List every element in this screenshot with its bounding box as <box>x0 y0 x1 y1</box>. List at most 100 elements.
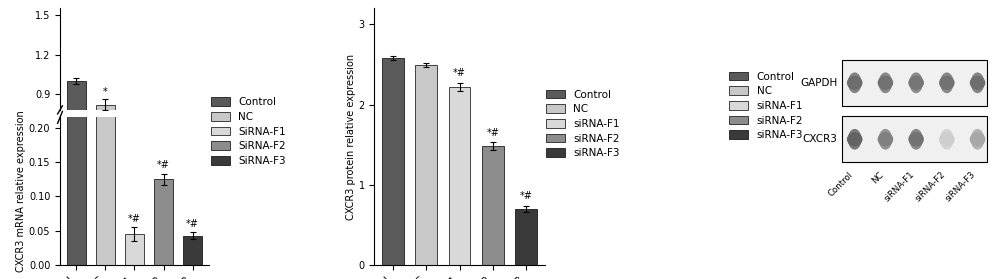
Ellipse shape <box>970 132 985 146</box>
Ellipse shape <box>909 76 923 90</box>
Ellipse shape <box>940 76 954 90</box>
Ellipse shape <box>848 76 861 90</box>
Ellipse shape <box>970 132 985 146</box>
Ellipse shape <box>847 76 862 90</box>
Ellipse shape <box>908 76 924 90</box>
Ellipse shape <box>909 76 923 90</box>
Ellipse shape <box>878 76 893 90</box>
Ellipse shape <box>847 76 863 90</box>
Ellipse shape <box>878 76 893 90</box>
Bar <box>96 105 115 213</box>
Text: Control: Control <box>826 170 855 198</box>
Ellipse shape <box>878 132 893 146</box>
Ellipse shape <box>971 132 985 146</box>
Ellipse shape <box>847 76 862 90</box>
Ellipse shape <box>939 76 955 90</box>
Ellipse shape <box>940 73 954 93</box>
Y-axis label: CXCR3 protein relative expression: CXCR3 protein relative expression <box>346 54 356 220</box>
Legend: Control, NC, siRNA-F1, siRNA-F2, siRNA-F3: Control, NC, siRNA-F1, siRNA-F2, siRNA-F… <box>729 71 803 140</box>
Ellipse shape <box>909 76 923 90</box>
Ellipse shape <box>847 76 862 90</box>
Text: CXCR3: CXCR3 <box>803 134 838 144</box>
Ellipse shape <box>878 132 892 146</box>
Ellipse shape <box>847 76 862 90</box>
Ellipse shape <box>971 129 984 150</box>
Ellipse shape <box>908 76 924 90</box>
Ellipse shape <box>879 76 892 90</box>
Ellipse shape <box>940 76 954 90</box>
Ellipse shape <box>847 132 862 146</box>
Bar <box>515 209 537 265</box>
Ellipse shape <box>909 132 923 146</box>
Ellipse shape <box>847 76 863 90</box>
Ellipse shape <box>939 132 954 146</box>
Ellipse shape <box>878 76 892 90</box>
Ellipse shape <box>971 132 985 146</box>
Ellipse shape <box>847 132 862 146</box>
Ellipse shape <box>970 76 985 90</box>
Ellipse shape <box>878 132 893 146</box>
Ellipse shape <box>970 76 985 90</box>
Ellipse shape <box>940 132 954 146</box>
Ellipse shape <box>908 76 924 90</box>
Ellipse shape <box>847 132 863 146</box>
Ellipse shape <box>940 76 954 90</box>
Ellipse shape <box>939 76 954 90</box>
Legend: Control, NC, SiRNA-F1, SiRNA-F2, SiRNA-F3: Control, NC, SiRNA-F1, SiRNA-F2, SiRNA-F… <box>211 97 286 166</box>
Ellipse shape <box>908 132 924 146</box>
Ellipse shape <box>909 132 924 146</box>
Text: siRNA-F1: siRNA-F1 <box>882 170 916 204</box>
Ellipse shape <box>940 132 954 146</box>
Text: *#: *# <box>520 191 532 201</box>
Ellipse shape <box>940 132 954 146</box>
Ellipse shape <box>971 76 985 90</box>
Bar <box>482 146 504 265</box>
Ellipse shape <box>939 132 955 146</box>
Ellipse shape <box>908 132 924 146</box>
Ellipse shape <box>971 76 985 90</box>
Ellipse shape <box>909 132 924 146</box>
Ellipse shape <box>971 76 984 90</box>
Ellipse shape <box>940 132 954 146</box>
Ellipse shape <box>970 132 985 146</box>
Bar <box>415 64 437 265</box>
Ellipse shape <box>909 132 923 146</box>
Ellipse shape <box>847 132 862 146</box>
Ellipse shape <box>878 132 893 146</box>
Ellipse shape <box>909 76 923 90</box>
Bar <box>67 0 86 265</box>
Ellipse shape <box>848 76 862 90</box>
Ellipse shape <box>939 132 954 146</box>
Text: GAPDH: GAPDH <box>800 78 838 88</box>
Ellipse shape <box>848 73 861 93</box>
Ellipse shape <box>878 132 893 146</box>
Bar <box>183 235 202 265</box>
Ellipse shape <box>939 76 954 90</box>
Ellipse shape <box>848 132 862 146</box>
Ellipse shape <box>909 132 923 146</box>
Ellipse shape <box>847 132 862 146</box>
Ellipse shape <box>879 76 892 90</box>
Bar <box>382 58 404 265</box>
Ellipse shape <box>848 76 861 90</box>
Ellipse shape <box>878 76 893 90</box>
Ellipse shape <box>940 132 954 146</box>
Ellipse shape <box>909 76 923 90</box>
Ellipse shape <box>970 76 985 90</box>
Legend: Control, NC, siRNA-F1, siRNA-F2, siRNA-F3: Control, NC, siRNA-F1, siRNA-F2, siRNA-F… <box>546 90 620 158</box>
Ellipse shape <box>970 76 985 90</box>
Text: NC: NC <box>870 170 885 185</box>
Bar <box>67 81 86 213</box>
Ellipse shape <box>940 76 954 90</box>
Ellipse shape <box>879 73 892 93</box>
Ellipse shape <box>939 132 954 146</box>
Ellipse shape <box>909 129 923 150</box>
Ellipse shape <box>847 132 863 146</box>
Ellipse shape <box>970 76 985 90</box>
Ellipse shape <box>940 76 954 90</box>
Ellipse shape <box>970 132 985 146</box>
Bar <box>125 207 144 213</box>
Ellipse shape <box>939 76 955 90</box>
Text: *: * <box>103 87 108 97</box>
Ellipse shape <box>878 132 893 146</box>
